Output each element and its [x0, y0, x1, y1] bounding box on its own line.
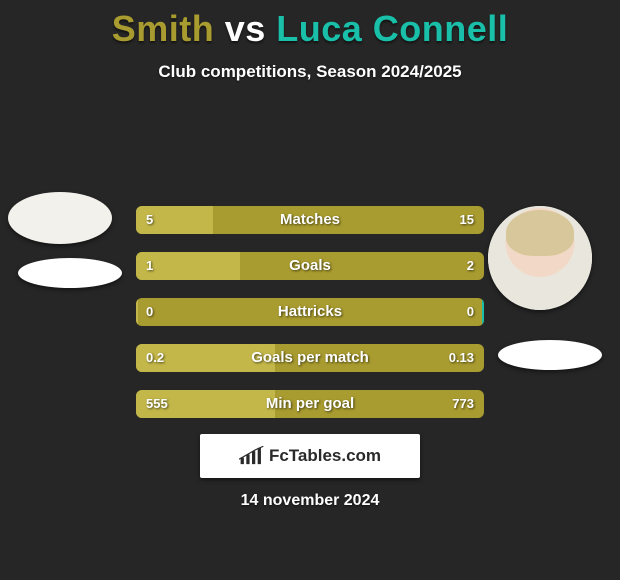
stat-row: 555773Min per goal [136, 390, 484, 418]
vs-text: vs [225, 8, 266, 49]
player2-club-chip [498, 340, 602, 370]
stat-bars: 515Matches 12Goals 00Hattricks 0.20.13Goals… [136, 206, 484, 436]
stat-row: 515Matches [136, 206, 484, 234]
player2-name: Luca Connell [276, 8, 508, 49]
stat-label: Hattricks [136, 298, 484, 326]
player2-face-placeholder [488, 206, 592, 310]
stat-row: 12Goals [136, 252, 484, 280]
stat-label: Matches [136, 206, 484, 234]
comparison-title: Smith vs Luca Connell [0, 0, 620, 50]
bars-icon [239, 446, 265, 466]
stat-label: Min per goal [136, 390, 484, 418]
player1-club-chip [18, 258, 122, 288]
subtitle: Club competitions, Season 2024/2025 [0, 62, 620, 82]
player1-name: Smith [112, 8, 215, 49]
stat-label: Goals [136, 252, 484, 280]
watermark: FcTables.com [200, 434, 420, 478]
stat-label: Goals per match [136, 344, 484, 372]
player1-avatar [8, 192, 112, 244]
player2-avatar [488, 206, 592, 310]
watermark-text: FcTables.com [269, 446, 381, 466]
date-stamp: 14 november 2024 [0, 492, 620, 510]
stat-row: 0.20.13Goals per match [136, 344, 484, 372]
stat-row: 00Hattricks [136, 298, 484, 326]
